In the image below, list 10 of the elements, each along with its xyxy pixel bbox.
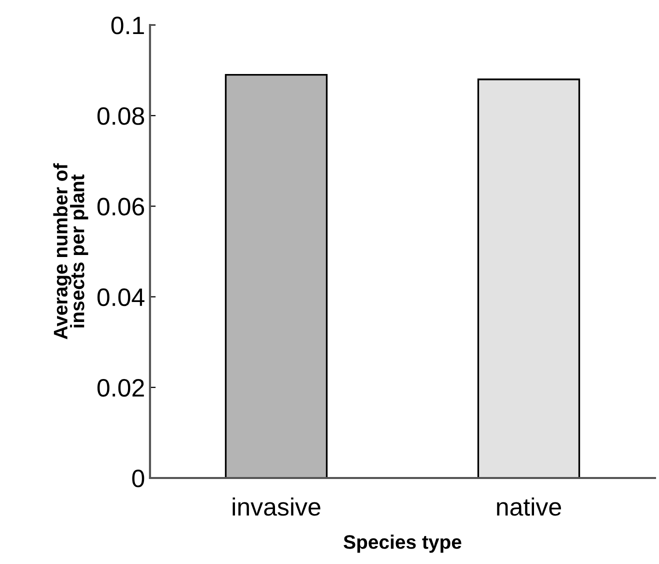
y-tick-label: 0.04 <box>97 288 144 306</box>
y-axis-title: Average number of insects per plant <box>53 163 88 340</box>
y-tick-label: 0 <box>132 470 144 488</box>
y-tick-label: 0.06 <box>97 198 144 216</box>
x-axis-title: Species type <box>344 534 462 553</box>
y-tick-label: 0.08 <box>97 107 144 125</box>
x-tick-label: native <box>497 497 561 516</box>
y-tick-label: 0.02 <box>97 379 144 397</box>
x-tick-label: invasive <box>232 497 320 516</box>
y-tick-label: 0.1 <box>111 16 144 34</box>
